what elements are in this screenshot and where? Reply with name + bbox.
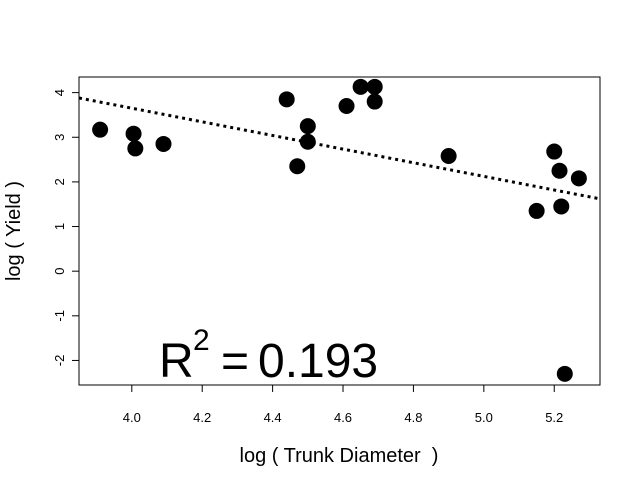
r-squared-exponent: 2 (193, 324, 210, 357)
y-tick-label: -1 (52, 310, 67, 322)
points-layer (92, 78, 587, 382)
data-point-11 (366, 78, 383, 95)
x-tick-label: 4.8 (404, 410, 422, 425)
y-tick-label: 0 (52, 268, 67, 275)
y-tick-label: 1 (52, 223, 67, 230)
data-point-1 (92, 121, 109, 138)
data-point-12 (366, 93, 383, 110)
r-squared-annotation: R 2 = 0.193 (159, 324, 378, 388)
data-point-18 (556, 365, 573, 382)
data-point-10 (352, 78, 369, 95)
x-axis: 4.0 4.2 4.4 4.6 4.8 5.0 5.2 (123, 385, 563, 425)
y-tick-label: 2 (52, 178, 67, 185)
y-axis: -2 -1 0 1 2 3 4 (52, 89, 79, 366)
plot-frame (78, 76, 601, 386)
x-tick-label: 4.6 (334, 410, 352, 425)
y-tick-label: 3 (52, 134, 67, 141)
r-squared-value: 0.193 (258, 335, 378, 388)
y-tick-label: -2 (52, 355, 67, 367)
trend-line (78, 96, 601, 201)
r-squared-equals: = (221, 335, 249, 388)
data-point-3 (127, 140, 144, 157)
r-squared-letter: R (159, 335, 194, 388)
x-axis-title: log ( Trunk Diameter ) (240, 445, 439, 467)
data-point-4 (155, 135, 172, 152)
data-point-8 (299, 133, 316, 150)
data-point-5 (278, 91, 295, 108)
data-point-6 (289, 158, 306, 175)
y-tick-label: 4 (52, 89, 67, 96)
x-tick-label: 4.2 (193, 410, 211, 425)
x-tick-label: 5.0 (475, 410, 493, 425)
x-tick-label: 5.2 (545, 410, 563, 425)
data-point-19 (570, 170, 587, 187)
x-tick-label: 4.4 (264, 410, 282, 425)
x-tick-label: 4.0 (123, 410, 141, 425)
data-point-17 (553, 198, 570, 215)
data-point-9 (338, 98, 355, 115)
data-point-16 (551, 162, 568, 179)
data-point-15 (546, 143, 563, 160)
data-point-2 (125, 125, 142, 142)
data-point-13 (440, 148, 457, 165)
y-axis-title: log ( Yield ) (3, 181, 25, 281)
data-point-14 (528, 202, 545, 219)
data-point-7 (299, 118, 316, 135)
